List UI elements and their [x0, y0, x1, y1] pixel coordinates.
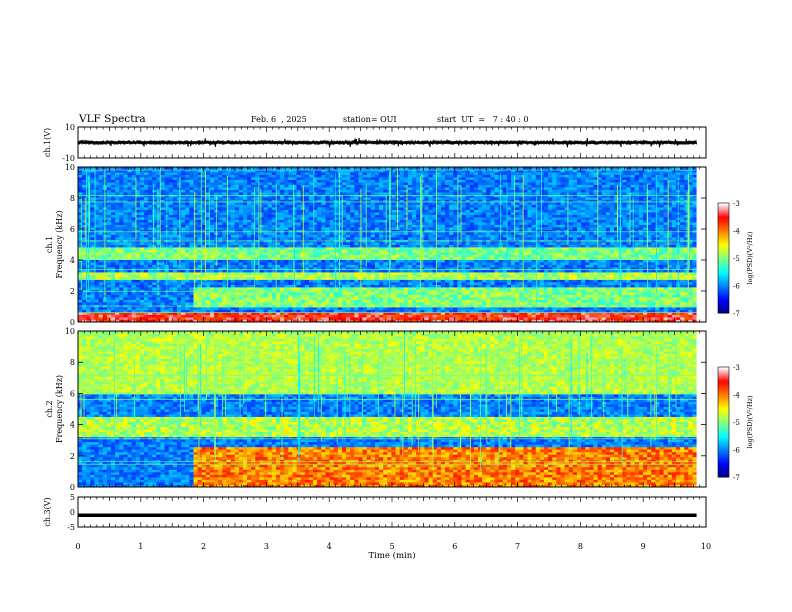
colorbar-frame [717, 202, 730, 314]
colorbar-tick-label: -6 [733, 447, 740, 455]
colorbar-tick-label: -5 [733, 255, 740, 263]
x-tick-label: 8 [578, 542, 583, 551]
x-tick-label: 0 [75, 542, 80, 551]
x-tick-label: 7 [515, 542, 520, 551]
x-tick-label: 2 [201, 542, 206, 551]
y-tick-label: 4 [70, 256, 75, 265]
y-axis-label: ch.3(V) [43, 497, 52, 526]
y-tick-label: 0 [70, 318, 75, 327]
colorbar-tick-label: -6 [733, 283, 740, 291]
y-tick-label: 8 [70, 358, 75, 367]
colorbar-tick-label: -3 [733, 200, 740, 208]
colorbar [718, 367, 729, 478]
y-axis-label: Frequency (kHz) [55, 210, 64, 278]
colorbar-tick-label: -7 [733, 474, 740, 482]
y-tick-label: 6 [70, 389, 75, 398]
x-tick-label: 6 [452, 542, 457, 551]
y-tick-label: 2 [70, 452, 75, 461]
x-tick-label: 9 [641, 542, 646, 551]
x-tick-label: 3 [264, 542, 269, 551]
colorbar-label: log(PSD)(V²/Hz) [746, 395, 754, 448]
ch1-waveform-trace [77, 137, 698, 148]
y-tick-label: 4 [70, 421, 75, 430]
y-tick-label: 8 [70, 194, 75, 203]
colorbar-tick-label: -5 [733, 419, 740, 427]
y-axis-label: ch.2 [45, 400, 54, 417]
y-tick-label: 0 [70, 508, 75, 517]
y-tick-label: 2 [70, 287, 75, 296]
x-axis-label: Time (min) [368, 550, 415, 561]
start-time-label: start UT = 7 : 40 : 0 [437, 115, 529, 124]
x-tick-label: 1 [138, 542, 143, 551]
station-label: station= OUI [343, 115, 397, 124]
chart-title: VLF Spectra [79, 113, 146, 125]
colorbar-tick-label: -7 [733, 310, 740, 318]
spectrogram-image-2 [78, 331, 697, 488]
colorbar-tick-label: -3 [733, 364, 740, 372]
y-tick-label: 0 [70, 483, 75, 492]
y-tick-label: 10 [65, 123, 75, 132]
colorbar [718, 203, 729, 314]
colorbar-label: log(PSD)(V²/Hz) [746, 231, 754, 284]
colorbar-frame [717, 366, 730, 478]
no-data-region [696, 167, 706, 322]
y-axis-label: Frequency (kHz) [55, 375, 64, 443]
spectrogram-image-1 [78, 167, 697, 323]
x-tick-label: 5 [389, 542, 394, 551]
date-label: Feb. 6 , 2025 [251, 115, 307, 124]
colorbar-tick-label: -4 [733, 228, 740, 236]
y-tick-label: 10 [65, 163, 75, 172]
y-tick-label: -5 [67, 523, 75, 532]
y-axis-label: ch.1 [45, 236, 54, 253]
y-tick-label: -10 [62, 154, 75, 163]
no-data-region [696, 331, 706, 487]
y-tick-label: 5 [70, 493, 75, 502]
y-tick-label: 6 [70, 225, 75, 234]
x-tick-label: 10 [701, 542, 711, 551]
y-tick-label: 10 [65, 327, 75, 336]
colorbar-tick-label: -4 [733, 392, 740, 400]
y-axis-label: ch.1(V) [43, 128, 52, 157]
x-tick-label: 4 [327, 542, 332, 551]
